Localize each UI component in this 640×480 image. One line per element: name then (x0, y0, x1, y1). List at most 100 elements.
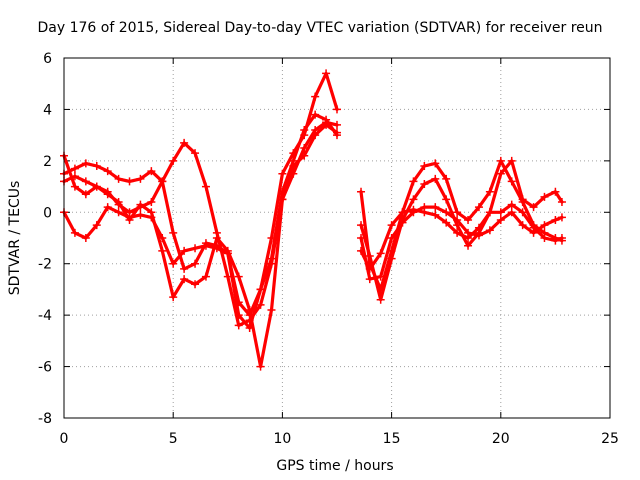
data-point (234, 311, 243, 320)
data-point (453, 228, 462, 237)
x-tick-label: 5 (169, 431, 178, 447)
data-point (322, 69, 331, 78)
y-tick-label: -8 (38, 411, 52, 427)
data-point (365, 252, 374, 260)
data-point (507, 156, 516, 165)
x-tick-label: 20 (492, 431, 510, 447)
data-point (92, 182, 101, 191)
data-point (496, 208, 505, 217)
data-point (289, 156, 298, 165)
data-point (387, 254, 396, 263)
data-point (234, 272, 243, 281)
data-point (147, 198, 156, 206)
data-point (311, 131, 320, 140)
data-point (311, 92, 320, 101)
data-point (114, 174, 123, 183)
data-point (333, 120, 341, 129)
data-point (365, 275, 374, 284)
data-point (507, 208, 516, 217)
data-point (557, 198, 566, 206)
y-tick-label: 2 (43, 154, 52, 170)
data-point (81, 234, 90, 242)
y-tick-label: 4 (43, 102, 52, 118)
data-point (540, 221, 549, 230)
data-point (267, 306, 276, 314)
data-point (70, 182, 79, 191)
series-s7 (357, 203, 566, 284)
data-point (191, 149, 200, 158)
data-point (557, 234, 566, 242)
data-point (453, 208, 462, 217)
data-point (169, 293, 178, 302)
data-point (125, 213, 134, 222)
data-point (464, 241, 473, 250)
data-point (485, 226, 494, 235)
data-point (169, 228, 178, 237)
data-point (147, 213, 156, 222)
data-point (180, 246, 189, 255)
data-point (518, 208, 527, 217)
data-point (420, 208, 429, 217)
data-point (169, 156, 178, 165)
data-point (191, 259, 200, 268)
data-point (201, 272, 210, 281)
data-point (81, 177, 90, 186)
data-point (180, 275, 189, 284)
data-point (158, 246, 167, 255)
data-point (518, 195, 527, 204)
data-point (158, 177, 167, 186)
data-point (136, 174, 145, 183)
series-line (359, 159, 564, 271)
series-line (62, 113, 339, 330)
data-point (357, 221, 366, 230)
data-point (70, 164, 79, 173)
data-point (529, 228, 538, 237)
series-line (62, 123, 339, 369)
data-point (256, 362, 265, 371)
data-point (300, 126, 309, 134)
x-tick-label: 10 (273, 431, 291, 447)
data-point (333, 131, 341, 140)
data-point (485, 208, 494, 217)
data-point (136, 210, 145, 219)
data-series (60, 69, 566, 371)
data-point (212, 244, 221, 253)
series-line (62, 71, 339, 317)
data-point (442, 195, 451, 204)
data-point (496, 169, 505, 178)
y-axis-label: SDTVAR / TECUs (7, 181, 23, 296)
data-point (464, 216, 473, 224)
data-point (376, 249, 385, 258)
plot-frame (63, 57, 611, 419)
series-s1 (60, 69, 341, 320)
data-point (103, 167, 112, 176)
data-point (158, 234, 167, 242)
data-point (474, 203, 483, 212)
data-point (464, 234, 473, 242)
data-point (201, 182, 210, 191)
data-point (442, 174, 451, 183)
data-point (169, 259, 178, 268)
data-point (518, 221, 527, 230)
data-point (223, 249, 232, 258)
data-point (376, 295, 385, 304)
data-point (453, 216, 462, 224)
data-point (474, 223, 483, 232)
series-line (359, 159, 564, 291)
data-point (442, 218, 451, 227)
data-point (398, 218, 407, 227)
data-point (114, 208, 123, 217)
data-point (322, 115, 331, 124)
data-point (507, 177, 516, 186)
data-point (70, 228, 79, 237)
data-point (420, 162, 429, 170)
data-point (333, 105, 341, 114)
data-point (357, 187, 366, 196)
data-point (551, 236, 560, 245)
data-point (256, 300, 265, 309)
data-point (551, 216, 560, 224)
data-point (507, 200, 516, 209)
series-s6 (357, 174, 566, 304)
y-tick-label: -2 (38, 257, 52, 273)
data-point (114, 198, 123, 206)
